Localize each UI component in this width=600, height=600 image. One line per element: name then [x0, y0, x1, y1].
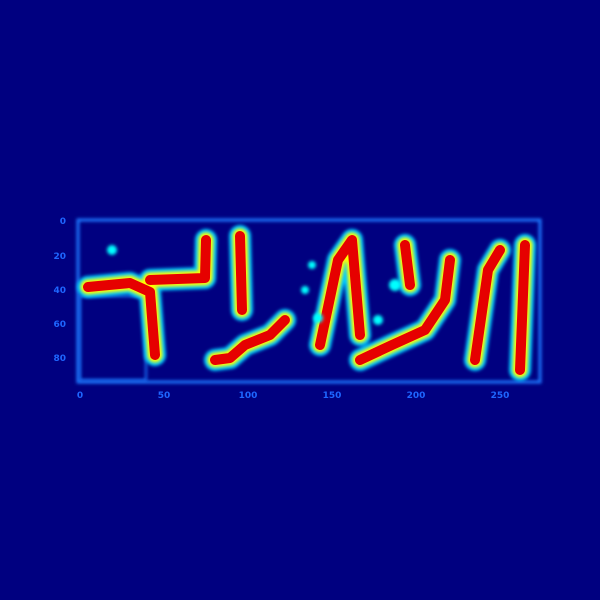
- y-tick-label: 80: [53, 354, 66, 364]
- x-tick-label: 150: [323, 391, 342, 401]
- x-axis: 0 50 100 150 200 250: [77, 391, 510, 401]
- x-tick-label: 0: [77, 391, 83, 401]
- plot-frame: [76, 218, 542, 384]
- y-tick-label: 40: [53, 286, 66, 296]
- y-tick-label: 60: [53, 320, 66, 330]
- y-tick-label: 20: [53, 252, 66, 262]
- x-tick-label: 50: [158, 391, 171, 401]
- heatmap-blobs: [77, 225, 536, 381]
- x-tick-label: 200: [407, 391, 426, 401]
- x-tick-label: 250: [491, 391, 510, 401]
- x-tick-label: 100: [239, 391, 258, 401]
- y-axis: 0 20 40 60 80: [53, 217, 66, 364]
- y-tick-label: 0: [60, 217, 66, 227]
